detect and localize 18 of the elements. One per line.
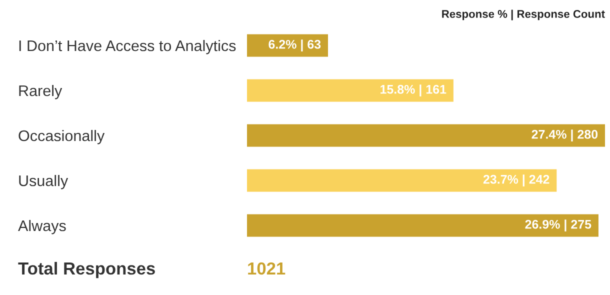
- text: Response % | Response Count: [442, 10, 605, 20]
- bar: [247, 214, 598, 237]
- data-label: 27.4% | 280: [532, 130, 598, 142]
- data-label: 15.8% | 161: [380, 84, 446, 96]
- y-tick-label: Rarely: [19, 84, 62, 100]
- y-tick-label: Occasionally: [18, 130, 105, 144]
- data-label: 23.7% | 242: [483, 174, 550, 186]
- y-tick-label: Usually: [19, 174, 68, 190]
- text: Total Responses: [18, 262, 155, 278]
- data-label: 26.9% | 275: [525, 220, 592, 232]
- data-label: 6.2% | 63: [268, 40, 321, 52]
- bar: [247, 124, 605, 147]
- text: 1021: [248, 262, 286, 275]
- y-tick-label: Always: [18, 220, 66, 234]
- bar: [247, 34, 328, 57]
- y-tick-label: I Don’t Have Access to Analytics: [19, 40, 236, 54]
- bar: [247, 169, 557, 192]
- bar: [247, 79, 454, 102]
